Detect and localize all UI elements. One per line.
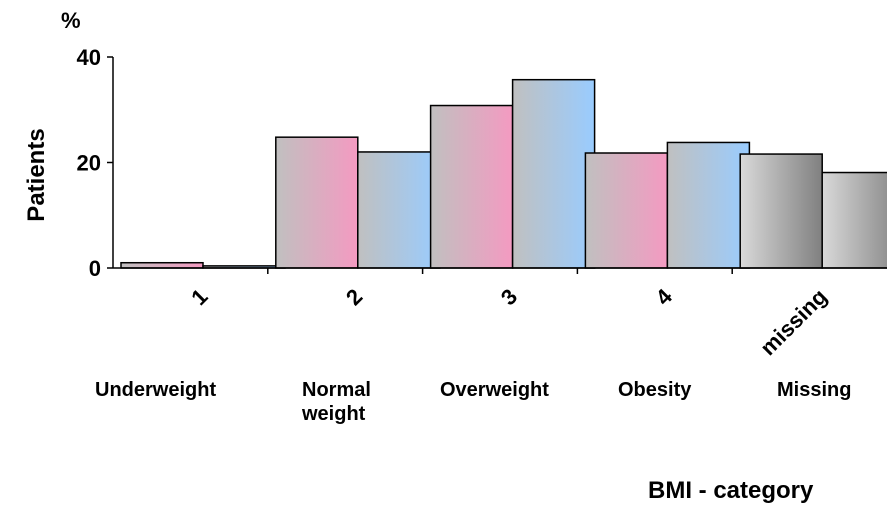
bar-series1-2 [275,136,359,269]
x-tick-label-missing: missing [755,284,831,360]
bar-series [120,78,887,269]
x-axis-title: BMI - category [648,477,814,504]
bar-series1-3 [429,104,514,269]
bar-series2-missing [821,171,887,269]
y-tick-label: 40 [77,45,101,70]
x-axis-ticks [267,268,733,274]
category-description-4: Obesity [618,379,692,401]
y-tick-label: 20 [77,151,101,176]
category-description-1: Underweight [95,379,217,401]
bar-series2-3 [511,78,596,269]
x-tick-label-3: 3 [496,284,522,310]
category-description-3: Overweight [440,379,549,401]
x-tick-label-1: 1 [186,284,212,310]
category-description-5: Missing [777,379,852,401]
bar-series1-missing [739,153,823,269]
x-axis-tick-labels: 1 2 3 4 missing [186,283,832,360]
x-tick-label-2: 2 [341,284,367,310]
y-tick-label: 0 [89,256,101,281]
bar-series2-2 [357,151,441,269]
bar-series2-4 [666,141,751,269]
y-axis-ticks: 0 20 40 [77,45,113,281]
y-axis-title: Patients [23,128,50,221]
category-description-2: Normal weight [302,379,371,425]
bar-series1-4 [584,152,669,269]
x-tick-label-4: 4 [651,283,678,310]
y-unit-label: % [61,8,81,33]
bar-series1-1 [120,261,204,269]
